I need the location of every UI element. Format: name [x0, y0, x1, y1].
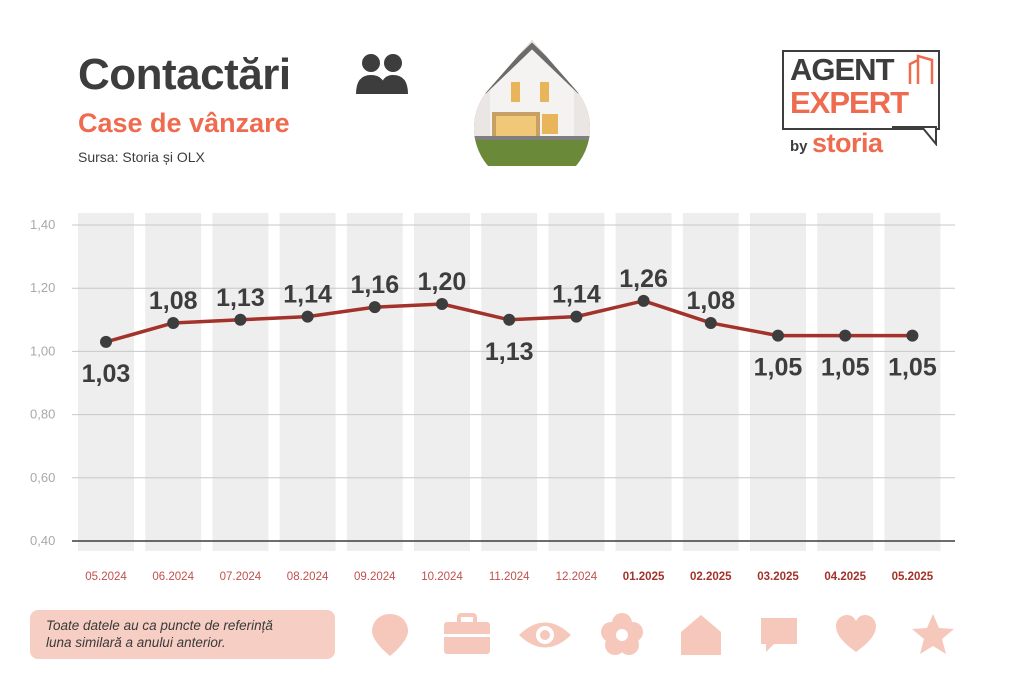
data-label: 1,26 [619, 265, 668, 293]
data-point [839, 329, 852, 342]
page-subtitle: Case de vânzare [78, 108, 290, 138]
data-point [637, 294, 650, 307]
column-band [548, 213, 605, 551]
note-line-2: luna similară a anului anterior. [46, 635, 226, 650]
data-label: 1,08 [686, 287, 735, 315]
column-band [414, 213, 470, 551]
logo-brand: storia [812, 128, 883, 158]
chat-icon [761, 618, 797, 652]
x-tick-label: 01.2025 [623, 571, 665, 583]
x-tick-label: 05.2024 [85, 571, 127, 583]
column-band [145, 213, 202, 551]
location-pin-icon [372, 614, 408, 656]
y-tick-label: 1,40 [30, 217, 55, 232]
data-point [436, 298, 448, 310]
column-band [279, 213, 336, 551]
data-label: 1,20 [418, 268, 467, 296]
data-point [503, 313, 516, 326]
data-point [167, 316, 180, 329]
x-tick-label: 10.2024 [421, 571, 463, 583]
line-chart: 0,40 0,60 0,80 1,00 1,20 1,40 1,03 1,08 1,13 1,14… [30, 213, 955, 583]
heart-icon [836, 615, 876, 652]
x-tick-label: 05.2025 [892, 571, 934, 583]
data-point [570, 310, 583, 323]
data-label: 1,14 [552, 281, 601, 309]
data-point [906, 329, 919, 342]
y-tick-label: 0,60 [30, 470, 55, 485]
data-point [772, 329, 784, 342]
column-band [481, 213, 538, 551]
y-tick-label: 0,80 [30, 407, 55, 422]
x-tick-label: 11.2024 [489, 571, 530, 583]
x-tick-label: 02.2025 [690, 571, 732, 583]
x-tick-label: 09.2024 [354, 571, 396, 583]
data-point [301, 310, 314, 323]
flower-icon [601, 613, 643, 655]
data-label: 1,03 [82, 360, 131, 388]
column-band [78, 213, 134, 551]
data-point [368, 301, 381, 314]
data-label: 1,05 [754, 354, 803, 382]
data-label: 1,13 [485, 338, 534, 366]
column-band [682, 213, 739, 551]
x-tick-label: 04.2025 [824, 571, 866, 583]
y-tick-label: 0,40 [30, 533, 55, 548]
note-line-1: Toate datele au ca puncte de referință [46, 618, 273, 633]
logo-line-expert: EXPERT [790, 85, 909, 120]
data-label: 1,05 [821, 354, 870, 382]
data-point [704, 316, 717, 329]
data-label: 1,13 [216, 284, 265, 312]
column-band [615, 213, 672, 551]
house-photo [470, 38, 594, 187]
eye-icon [519, 622, 571, 648]
column-band [884, 213, 941, 551]
column-band [817, 213, 874, 551]
x-tick-label: 08.2024 [287, 571, 329, 583]
reference-note: Toate datele au ca puncte de referință l… [30, 610, 335, 659]
logo-by: by [790, 138, 808, 155]
agent-expert-logo: AGENT EXPERT by storia [782, 50, 942, 160]
data-label: 1,08 [149, 287, 198, 315]
x-tick-label: 03.2025 [757, 571, 799, 583]
star-icon [912, 614, 954, 654]
logo-frame [782, 50, 940, 130]
data-point [100, 335, 112, 348]
y-tick-label: 1,20 [30, 280, 55, 295]
column-band [750, 213, 806, 551]
y-tick-label: 1,00 [30, 343, 55, 358]
briefcase-icon [444, 613, 490, 654]
data-point [234, 313, 247, 326]
source-text: Sursa: Storia și OLX [78, 149, 205, 165]
house-icon [681, 615, 721, 655]
x-tick-label: 06.2024 [152, 571, 194, 583]
logo-tail [892, 126, 937, 146]
logo-line-agent: AGENT [790, 52, 894, 87]
column-band [346, 213, 403, 551]
data-label: 1,05 [888, 354, 937, 382]
data-label: 1,14 [283, 281, 332, 309]
x-tick-label: 12.2024 [556, 571, 598, 583]
x-tick-label: 07.2024 [220, 571, 262, 583]
building-icon [908, 54, 934, 84]
users-icon [354, 52, 410, 101]
data-label: 1,16 [350, 271, 399, 299]
column-band [212, 213, 269, 551]
page-title: Contactări [78, 50, 291, 99]
